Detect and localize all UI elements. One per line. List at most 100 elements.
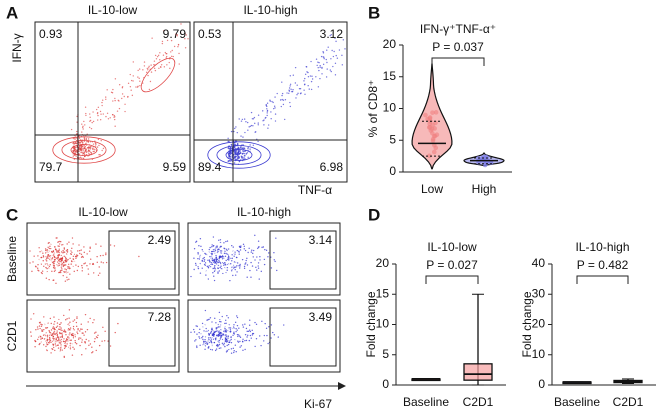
event-dot <box>129 73 131 76</box>
event-dot <box>52 343 54 345</box>
event-dot <box>245 262 247 264</box>
event-dot <box>161 40 164 43</box>
event-dot <box>219 239 222 241</box>
event-dot <box>251 118 254 120</box>
event-dot <box>129 86 132 88</box>
event-dot <box>52 335 54 338</box>
event-dot <box>60 260 62 262</box>
event-dot <box>150 71 153 73</box>
event-dot <box>263 340 265 342</box>
event-dot <box>225 240 227 243</box>
event-dot <box>72 155 74 157</box>
event-dot <box>55 338 57 341</box>
event-dot <box>48 278 50 281</box>
event-dot <box>45 252 47 254</box>
event-dot <box>282 103 285 106</box>
event-dot <box>257 265 259 267</box>
event-dot <box>60 266 63 268</box>
event-dot <box>243 147 245 149</box>
gate-percent: 7.28 <box>148 310 172 324</box>
event-dot <box>224 250 226 252</box>
event-dot <box>217 335 219 338</box>
event-dot <box>251 329 253 332</box>
event-dot <box>99 119 102 121</box>
event-dot <box>224 262 226 264</box>
event-dot <box>251 265 254 267</box>
event-dot <box>84 313 87 316</box>
event-dot <box>132 80 134 82</box>
event-dot <box>153 67 156 70</box>
event-dot <box>247 147 249 150</box>
event-dot <box>161 42 164 45</box>
event-dot <box>74 341 77 344</box>
event-dot <box>310 80 313 83</box>
panel-letter: D <box>368 205 380 224</box>
event-dot <box>153 60 156 62</box>
event-dot <box>91 352 93 354</box>
event-dot <box>225 248 228 251</box>
event-dot <box>153 64 155 66</box>
event-dot <box>159 52 161 54</box>
event-dot <box>244 263 246 265</box>
panel-letter: A <box>6 3 18 22</box>
event-dot <box>66 276 68 278</box>
event-dot <box>235 126 237 128</box>
event-dot <box>218 248 220 250</box>
event-dot <box>320 55 323 58</box>
event-dot <box>93 272 95 274</box>
event-dot <box>289 101 291 104</box>
event-dot <box>52 279 54 282</box>
quadrant-percent: 0.93 <box>39 27 63 41</box>
event-dot <box>80 328 82 330</box>
event-dot <box>213 335 215 337</box>
event-dot <box>292 89 294 91</box>
event-dot <box>69 342 71 345</box>
event-dot <box>65 331 67 333</box>
scatter-cloud <box>29 237 140 284</box>
event-dot <box>193 268 195 271</box>
event-dot <box>231 254 233 256</box>
event-dot <box>198 336 200 338</box>
gate <box>269 307 337 367</box>
event-dot <box>58 271 60 274</box>
event-dot <box>63 251 65 253</box>
event-dot <box>118 83 121 86</box>
event-dot <box>310 60 312 63</box>
event-dot <box>38 247 40 249</box>
event-dot <box>234 274 237 276</box>
event-dot <box>269 100 271 102</box>
y-tick-label: 30 <box>532 286 546 300</box>
event-dot <box>46 256 49 258</box>
event-dot <box>139 80 141 82</box>
event-dot <box>272 101 274 104</box>
event-dot <box>274 107 276 109</box>
event-dot <box>332 65 334 68</box>
event-dot <box>245 121 247 123</box>
event-dot <box>101 340 103 342</box>
event-dot <box>96 336 99 339</box>
event-dot <box>73 143 75 145</box>
event-dot <box>200 245 202 248</box>
event-dot <box>75 321 78 324</box>
event-dot <box>94 149 96 151</box>
event-dot <box>30 318 32 320</box>
event-dot <box>242 136 244 138</box>
event-dot <box>87 273 90 275</box>
event-dot <box>51 258 53 260</box>
event-dot <box>70 250 72 252</box>
event-dot <box>87 321 89 323</box>
event-dot <box>59 261 61 263</box>
event-dot <box>114 331 116 334</box>
event-dot <box>85 151 88 154</box>
gate-percent: 2.49 <box>148 233 172 247</box>
event-dot <box>147 74 149 77</box>
event-dot <box>266 110 269 112</box>
event-dot <box>273 259 275 261</box>
event-dot <box>225 336 228 338</box>
event-dot <box>257 140 259 143</box>
event-dot <box>75 146 77 149</box>
event-dot <box>87 141 90 143</box>
gate <box>108 307 176 367</box>
event-dot <box>229 153 232 156</box>
